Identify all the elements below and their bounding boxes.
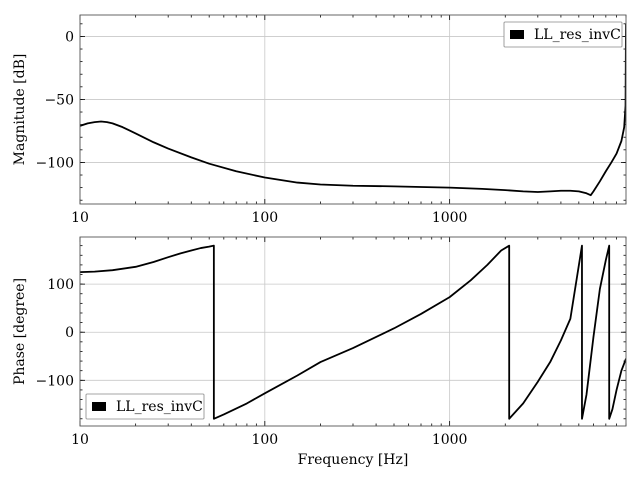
y-tick-label: −100 bbox=[36, 155, 74, 171]
magnitude-panel: 10 100 1000 0 −50 −100 Magnitude [dB] LL_res_in… bbox=[12, 14, 627, 226]
y-tick-label: −50 bbox=[44, 92, 74, 108]
legend-swatch bbox=[92, 402, 106, 411]
plot-frame bbox=[79, 14, 627, 205]
x-tick-label: 1000 bbox=[432, 432, 468, 448]
legend-box bbox=[85, 393, 205, 420]
x-tick-label: 1000 bbox=[432, 210, 468, 226]
legend-box bbox=[503, 21, 623, 48]
y-axis-label: Magnitude [dB] bbox=[12, 54, 28, 166]
legend-swatch bbox=[510, 30, 524, 39]
x-tick-label: 10 bbox=[71, 432, 89, 448]
legend: LL_res_invC bbox=[503, 21, 623, 48]
legend-label: LL_res_invC bbox=[534, 27, 621, 43]
plot-frame bbox=[79, 236, 627, 427]
y-tick-label: −100 bbox=[36, 373, 74, 389]
series-line-LL_res_invC bbox=[80, 23, 626, 197]
legend-label: LL_res_invC bbox=[116, 399, 203, 415]
x-tick-label: 10 bbox=[71, 210, 89, 226]
x-tick-label: 100 bbox=[251, 432, 278, 448]
legend: LL_res_invC bbox=[85, 393, 205, 420]
y-tick-label: 0 bbox=[65, 325, 74, 341]
y-tick-label: 100 bbox=[47, 277, 74, 293]
x-axis-label: Frequency [Hz] bbox=[298, 452, 409, 468]
series-line-LL_res_invC bbox=[80, 244, 626, 420]
x-tick-label: 100 bbox=[251, 210, 278, 226]
y-axis-label: Phase [degree] bbox=[12, 278, 28, 385]
y-tick-label: 0 bbox=[65, 29, 74, 45]
